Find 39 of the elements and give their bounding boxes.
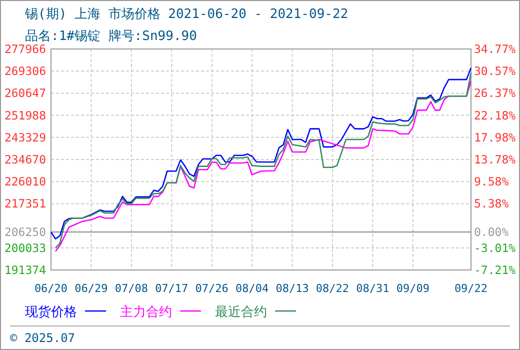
x-tick-label: 09/09 <box>396 282 430 295</box>
x-tick-label: 09/22 <box>454 282 488 295</box>
y-tick-label: 206250 <box>4 225 46 240</box>
y2-tick-label: 22.18% <box>474 108 516 122</box>
chart-subtitle: 品名:1#锡锭 牌号:Sn99.90 <box>25 29 197 44</box>
y-tick-label: 260647 <box>4 86 46 100</box>
y2-tick-label: 30.57% <box>474 64 516 78</box>
y2-tick-label: -3.01% <box>474 240 516 255</box>
y-tick-label: 269306 <box>4 64 46 78</box>
x-tick-label: 06/20 <box>34 282 68 295</box>
y2-tick-label: 17.98% <box>474 130 516 144</box>
x-tick-label: 08/13 <box>276 282 309 295</box>
chart-title: 锡(期) 上海 市场价格 2021-06-20 - 2021-09-22 <box>24 7 348 22</box>
legend-label: 主力合约 <box>120 304 172 320</box>
x-tick-label: 08/31 <box>356 282 390 295</box>
y-tick-label: 226010 <box>4 174 46 189</box>
text: © 2025.07 <box>10 331 76 345</box>
y2-tick-label: 5.38% <box>474 196 509 211</box>
y2-tick-label: -7.21% <box>474 263 516 277</box>
x-tick-label: 06/29 <box>74 282 108 295</box>
x-tick-label: 07/17 <box>155 282 188 295</box>
y2-tick-label: 34.77% <box>474 42 516 56</box>
x-tick-label: 07/26 <box>195 282 228 295</box>
y-tick-label: 191374 <box>4 263 46 277</box>
y2-tick-label: 26.37% <box>474 86 516 100</box>
y-tick-label: 234670 <box>4 152 46 166</box>
y2-tick-label: 0.00% <box>474 225 509 240</box>
x-tick-label: 07/08 <box>114 282 148 295</box>
legend-label: 最近合约 <box>215 305 267 320</box>
y-tick-label: 251988 <box>4 108 46 122</box>
y2-tick-label: 13.78% <box>474 152 516 166</box>
x-tick-label: 08/04 <box>236 282 269 295</box>
y-tick-label: 200033 <box>4 240 46 255</box>
y-tick-label: 217351 <box>4 196 46 211</box>
y-tick-label: 243329 <box>4 130 46 144</box>
legend-label: 现货价格 <box>25 305 77 320</box>
y-tick-label: 277966 <box>4 42 46 56</box>
x-tick-label: 08/22 <box>316 282 350 295</box>
y2-tick-label: 9.58% <box>474 174 509 189</box>
